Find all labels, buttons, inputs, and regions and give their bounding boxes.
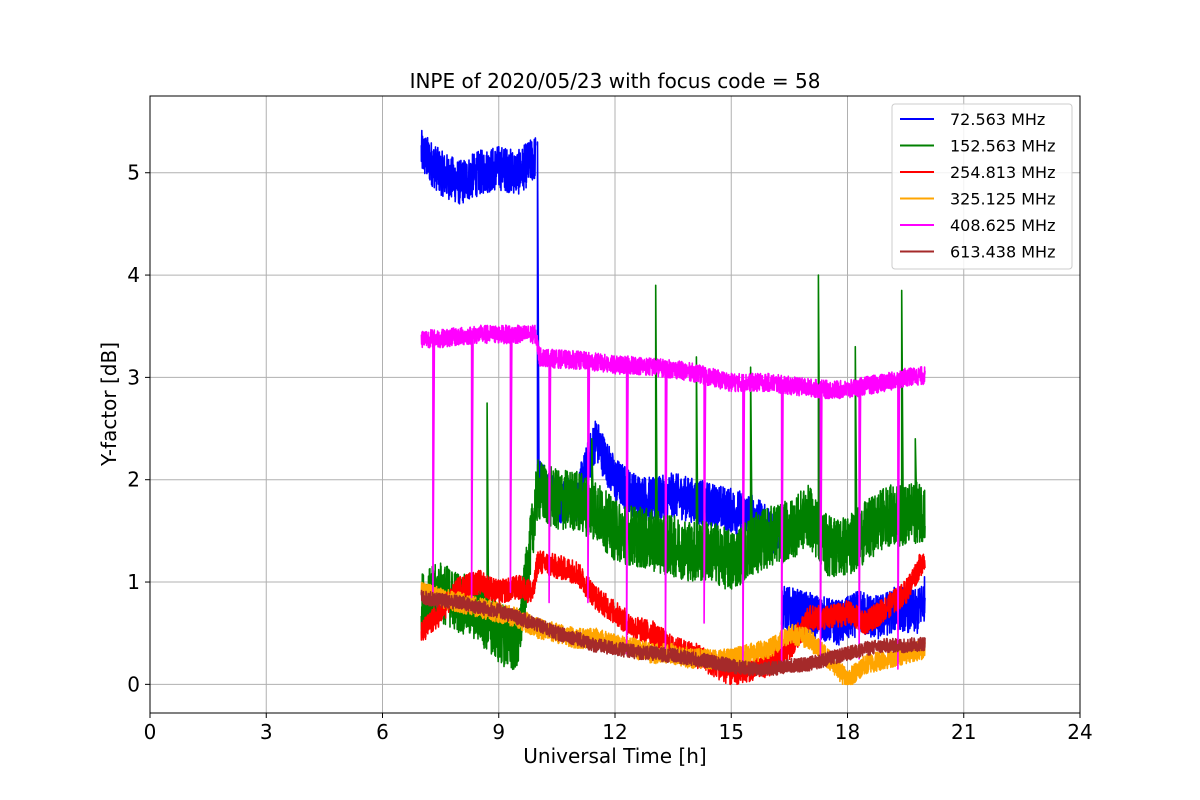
y-tick-label: 0 [127,672,140,696]
x-tick-label: 6 [376,720,389,744]
y-tick-label: 3 [127,365,140,389]
series-path [420,589,926,677]
x-axis-label: Universal Time [h] [523,744,706,768]
legend-label: 613.438 MHz [950,243,1055,262]
series-line [420,274,926,671]
x-tick-label: 15 [719,720,744,744]
legend-label: 325.125 MHz [950,190,1055,209]
legend-label: 408.625 MHz [950,216,1055,235]
legend-item: 254.813 MHz [900,163,1055,182]
series-layer [420,129,926,686]
legend-item: 72.563 MHz [900,110,1045,129]
chart-title: INPE of 2020/05/23 with focus code = 58 [410,69,821,93]
legend-item: 408.625 MHz [900,216,1055,235]
series-path [420,274,926,671]
x-tick-label: 3 [260,720,273,744]
x-tick-label: 18 [835,720,860,744]
legend-item: 152.563 MHz [900,137,1055,156]
y-axis-label: Y-factor [dB] [97,342,121,467]
legend-label: 152.563 MHz [950,137,1055,156]
y-tick-label: 1 [127,570,140,594]
legend-item: 613.438 MHz [900,243,1055,262]
legend-label: 254.813 MHz [950,163,1055,182]
series-line [420,589,926,677]
legend-box [891,103,1073,270]
y-tick-label: 4 [127,263,140,287]
y-tick-label: 5 [127,161,140,185]
x-tick-label: 0 [144,720,157,744]
legend: 72.563 MHz 152.563 MHz 254.813 MHz 325.125 … [891,103,1073,270]
legend-item: 325.125 MHz [900,190,1055,209]
x-tick-label: 21 [951,720,976,744]
y-tick-label: 2 [127,468,140,492]
x-tick-label: 9 [492,720,505,744]
x-tick-label: 12 [602,720,627,744]
x-tick-label: 24 [1067,720,1092,744]
legend-label: 72.563 MHz [950,110,1045,129]
